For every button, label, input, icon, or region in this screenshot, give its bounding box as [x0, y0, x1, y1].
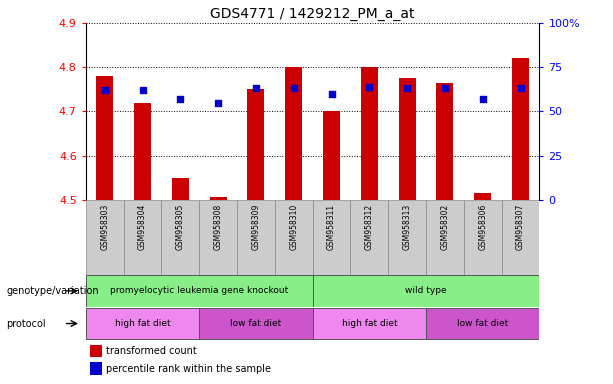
Bar: [426, 308, 539, 339]
Bar: [313, 308, 426, 339]
Bar: [172, 178, 189, 200]
Text: transformed count: transformed count: [106, 346, 197, 356]
Text: GSM958306: GSM958306: [478, 204, 487, 250]
Bar: [474, 193, 491, 200]
Bar: [464, 200, 501, 275]
Bar: [96, 76, 113, 200]
Point: [137, 87, 148, 93]
Bar: [86, 308, 199, 339]
Text: GSM958311: GSM958311: [327, 204, 336, 250]
Text: GSM958313: GSM958313: [403, 204, 412, 250]
Bar: [313, 275, 539, 306]
Bar: [248, 89, 264, 200]
Text: genotype/variation: genotype/variation: [6, 286, 99, 296]
Text: GSM958303: GSM958303: [100, 204, 109, 250]
Text: GSM958310: GSM958310: [289, 204, 299, 250]
Point: [100, 87, 110, 93]
Bar: [199, 200, 237, 275]
Bar: [351, 200, 388, 275]
Bar: [361, 67, 378, 200]
Point: [251, 85, 261, 91]
Text: GSM958302: GSM958302: [440, 204, 449, 250]
Bar: [134, 103, 151, 200]
Bar: [426, 200, 464, 275]
Text: promyelocytic leukemia gene knockout: promyelocytic leukemia gene knockout: [110, 286, 288, 295]
Text: high fat diet: high fat diet: [115, 319, 170, 328]
Text: high fat diet: high fat diet: [341, 319, 397, 328]
Bar: [237, 200, 275, 275]
Text: protocol: protocol: [6, 318, 46, 329]
Point: [516, 85, 525, 91]
Bar: [398, 78, 416, 200]
Point: [327, 91, 337, 97]
Bar: [124, 200, 161, 275]
Text: GSM958312: GSM958312: [365, 204, 374, 250]
Bar: [501, 200, 539, 275]
Text: GSM958307: GSM958307: [516, 204, 525, 250]
Point: [440, 85, 450, 91]
Bar: [388, 200, 426, 275]
Text: percentile rank within the sample: percentile rank within the sample: [106, 364, 271, 374]
Bar: [90, 345, 102, 357]
Point: [213, 99, 223, 106]
Bar: [86, 275, 313, 306]
Text: low fat diet: low fat diet: [457, 319, 508, 328]
Bar: [313, 200, 351, 275]
Bar: [199, 308, 313, 339]
Text: GSM958304: GSM958304: [138, 204, 147, 250]
Point: [289, 85, 299, 91]
Point: [175, 96, 185, 102]
Bar: [285, 67, 302, 200]
Text: GSM958309: GSM958309: [251, 204, 261, 250]
Bar: [512, 58, 529, 200]
Point: [402, 85, 412, 91]
Text: wild type: wild type: [405, 286, 447, 295]
Bar: [86, 200, 124, 275]
Text: low fat diet: low fat diet: [230, 319, 281, 328]
Bar: [161, 200, 199, 275]
Title: GDS4771 / 1429212_PM_a_at: GDS4771 / 1429212_PM_a_at: [210, 7, 415, 21]
Point: [478, 96, 488, 102]
Text: GSM958305: GSM958305: [176, 204, 185, 250]
Bar: [275, 200, 313, 275]
Bar: [210, 197, 227, 200]
Bar: [90, 362, 102, 375]
Bar: [323, 111, 340, 200]
Bar: [436, 83, 454, 200]
Text: GSM958308: GSM958308: [213, 204, 223, 250]
Point: [364, 84, 374, 90]
